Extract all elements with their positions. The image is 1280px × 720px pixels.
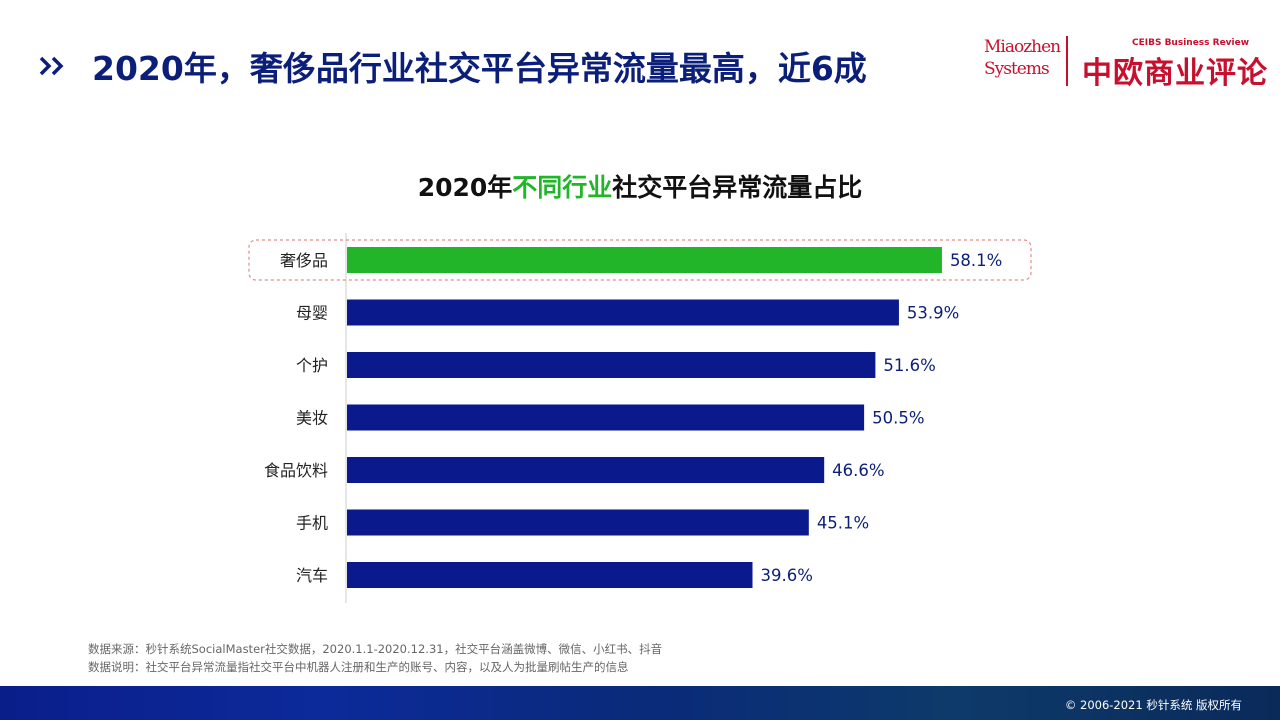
data-explanation-note: 数据说明：社交平台异常流量指社交平台中机器人注册和生产的账号、内容，以及人为批量… — [88, 660, 629, 674]
chart-title-highlight: 不同行业 — [512, 173, 613, 202]
chart-title: 2020年不同行业社交平台异常流量占比 — [0, 168, 1280, 204]
logo-area: Miaozhen Systems CEIBS Business Review 中… — [984, 34, 1267, 91]
category-label: 奢侈品 — [280, 251, 328, 270]
value-label: 45.1% — [817, 514, 869, 533]
bar-5 — [347, 509, 809, 536]
highlight-box — [248, 239, 1032, 281]
bar-2 — [347, 352, 876, 378]
value-label: 53.9% — [907, 304, 959, 323]
bar-3 — [347, 404, 865, 431]
logo-divider — [1066, 36, 1068, 86]
miaozhen-logo: Miaozhen Systems — [984, 36, 1061, 80]
category-label: 母婴 — [296, 304, 328, 323]
value-label: 39.6% — [761, 566, 813, 585]
double-chevron-icon — [39, 56, 64, 76]
ceibs-logo-cn: 中欧商业评论 — [1082, 56, 1268, 91]
bar-1 — [347, 299, 899, 326]
category-label: 美妆 — [296, 409, 328, 428]
ceibs-logo-en: CEIBS Business Review — [1132, 38, 1250, 48]
category-label: 手机 — [296, 514, 328, 533]
source-notes: 数据来源：秒针系统SocialMaster社交数据，2020.1.1-2020.… — [88, 640, 662, 676]
data-source-note: 数据来源：秒针系统SocialMaster社交数据，2020.1.1-2020.… — [88, 642, 663, 656]
category-label: 汽车 — [296, 566, 328, 585]
value-label: 51.6% — [883, 356, 935, 375]
miaozhen-logo-line1: Miaozhen — [984, 37, 1061, 57]
chart-title-prefix: 2020年 — [417, 173, 513, 202]
footer-band — [0, 686, 1280, 720]
miaozhen-logo-line2: Systems — [984, 59, 1050, 79]
bar-0 — [347, 247, 942, 273]
slide-title: 2020年，奢侈品行业社交平台异常流量最高，近6成 — [38, 42, 867, 90]
category-label: 食品饮料 — [264, 461, 328, 480]
chart-title-suffix: 社交平台异常流量占比 — [612, 173, 863, 202]
page-title: 2020年，奢侈品行业社交平台异常流量最高，近6成 — [92, 49, 867, 88]
bar-4 — [347, 457, 825, 483]
value-label: 46.6% — [832, 461, 884, 480]
value-label: 50.5% — [872, 409, 924, 428]
value-label: 58.1% — [950, 251, 1002, 270]
bar-6 — [347, 562, 753, 588]
category-label: 个护 — [296, 356, 328, 375]
copyright: © 2006-2021 秒针系统 版权所有 — [1064, 698, 1242, 712]
